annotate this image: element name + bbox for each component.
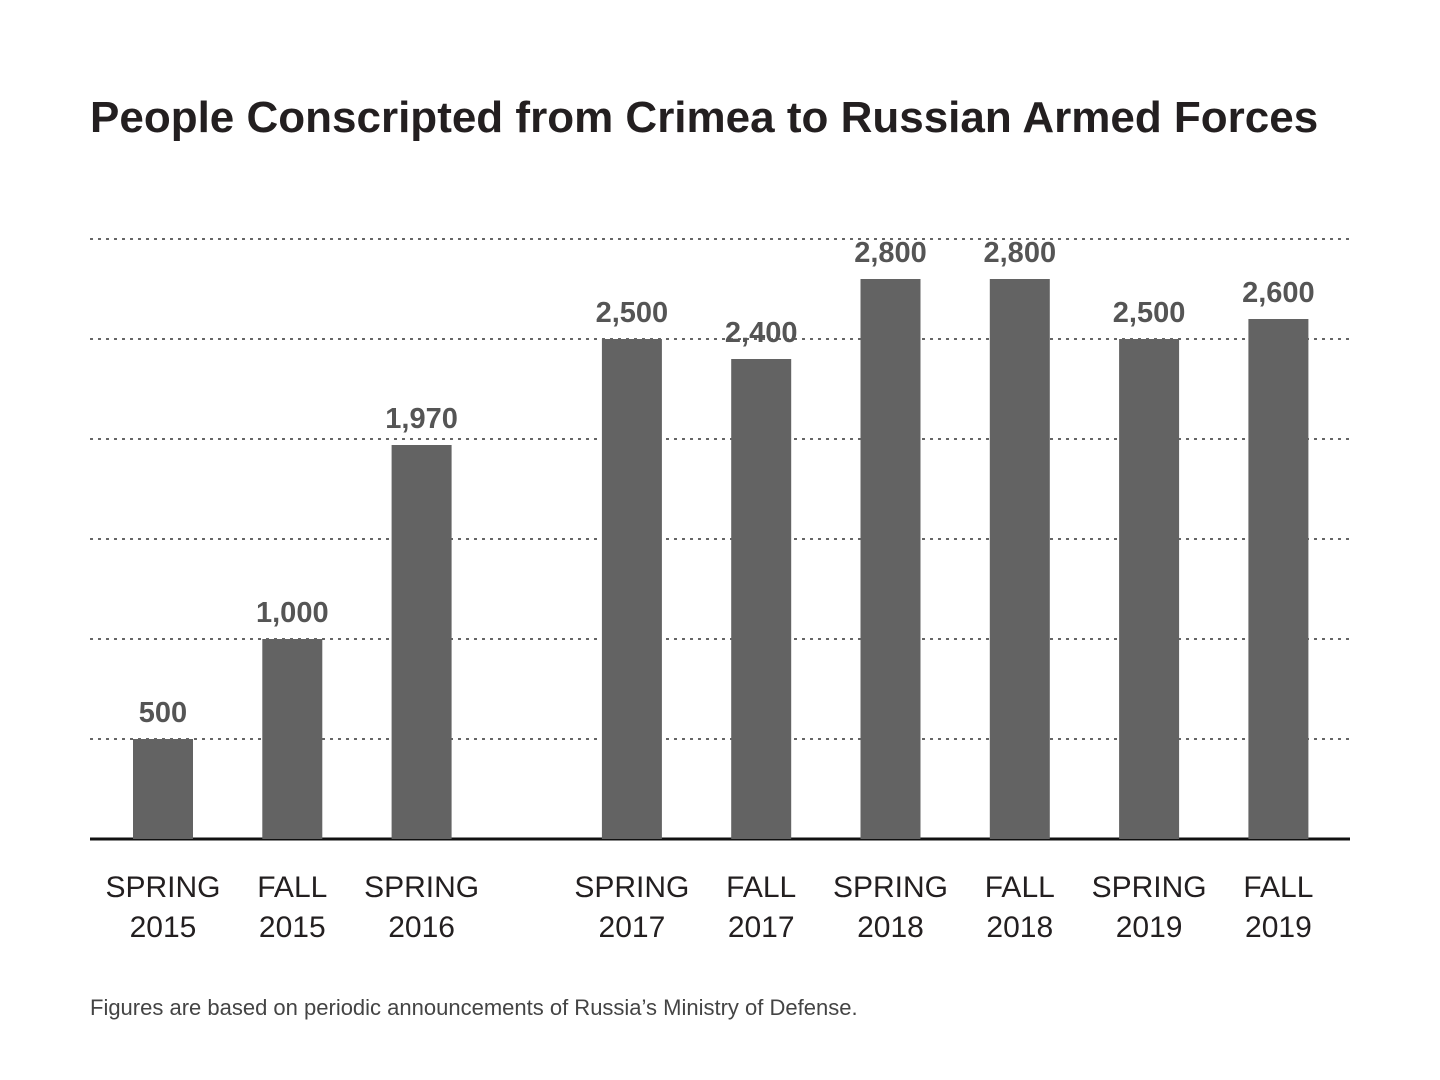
bar <box>1248 319 1309 839</box>
x-tick-label: SPRING 2018 <box>832 871 949 944</box>
value-label: 500 <box>139 697 187 729</box>
bar <box>731 359 792 839</box>
x-tick-label: FALL 2019 <box>1243 871 1314 944</box>
value-label: 2,400 <box>725 317 798 349</box>
bar <box>989 279 1050 839</box>
x-tick-label: FALL 2015 <box>257 871 328 944</box>
footnote: Figures are based on periodic announceme… <box>90 995 858 1020</box>
x-tick-label: SPRING 2017 <box>574 871 690 944</box>
bar <box>262 639 323 839</box>
value-label: 2,800 <box>984 237 1057 269</box>
x-tick-label: SPRING 2015 <box>105 871 221 944</box>
bar <box>601 339 662 839</box>
value-label: 2,500 <box>1113 297 1186 329</box>
value-label: 2,600 <box>1242 277 1315 309</box>
x-tick-label: SPRING 2016 <box>364 871 480 944</box>
value-label: 1,000 <box>256 597 329 629</box>
x-tick-label: FALL 2018 <box>984 871 1055 944</box>
x-tick-label: FALL 2017 <box>726 871 797 944</box>
value-label: 2,500 <box>596 297 669 329</box>
x-tick-label: SPRING 2019 <box>1091 871 1207 944</box>
value-label: 2,800 <box>854 237 927 269</box>
bar <box>391 445 452 839</box>
value-label: 1,970 <box>385 403 458 435</box>
chart-title: People Conscripted from Crimea to Russia… <box>90 93 1318 142</box>
bar <box>860 279 921 839</box>
bar <box>1119 339 1180 839</box>
bar <box>133 739 193 839</box>
